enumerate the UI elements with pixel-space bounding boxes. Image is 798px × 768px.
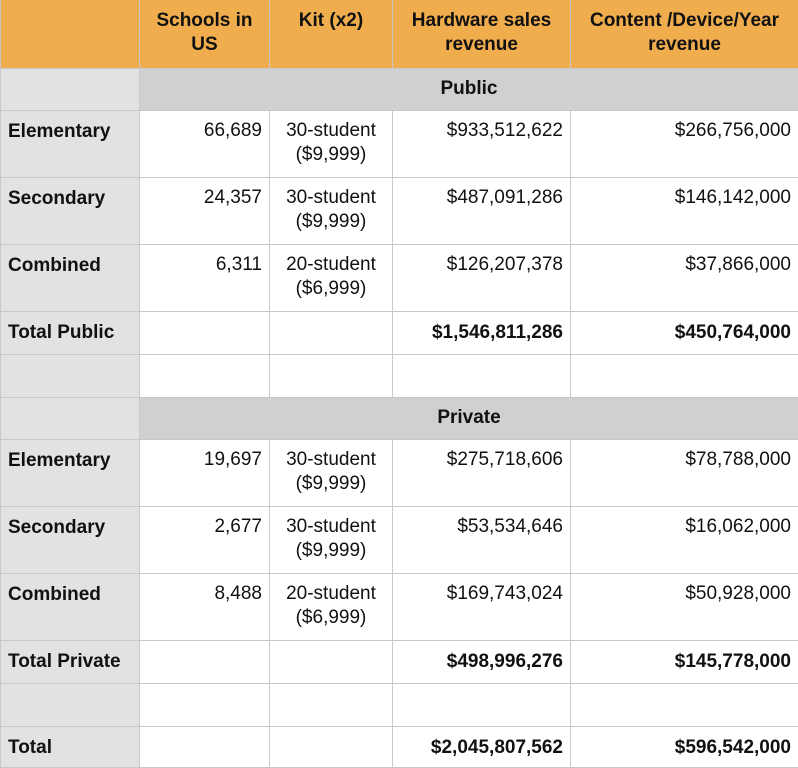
header-schools-line2: US: [191, 34, 218, 55]
content-revenue-total: $145,778,000: [570, 639, 798, 684]
kit-size: 30-student: [286, 515, 376, 537]
kit-size: 20-student: [286, 582, 376, 604]
header-schools-line1: Schools in: [156, 10, 253, 31]
schools-count: 6,311: [139, 243, 270, 312]
kit-size: 30-student: [286, 448, 376, 470]
empty-cell: [392, 353, 571, 398]
header-hardware-line1: Hardware sales: [411, 10, 552, 31]
empty-cell: [269, 310, 393, 355]
table-row: Elementary 19,697 30-student ($9,999) $2…: [0, 438, 798, 507]
kit-price: ($9,999): [295, 539, 367, 561]
hardware-revenue-grand-total: $2,045,807,562: [392, 725, 571, 768]
kit-price: ($6,999): [295, 277, 367, 299]
kit-cell: 20-student ($6,999): [269, 572, 393, 641]
empty-cell: [570, 353, 798, 398]
header-hardware-line2: revenue: [445, 34, 518, 55]
row-label: Total Private: [0, 639, 140, 684]
kit-cell: 30-student ($9,999): [269, 438, 393, 507]
content-revenue: $37,866,000: [570, 243, 798, 312]
table-row: Combined 6,311 20-student ($6,999) $126,…: [0, 243, 798, 312]
kit-price: ($9,999): [295, 210, 367, 232]
row-label-cell: [0, 682, 140, 727]
hardware-revenue: $53,534,646: [392, 505, 571, 574]
empty-cell: [139, 353, 270, 398]
row-label: Combined: [0, 243, 140, 312]
kit-cell: 30-student ($9,999): [269, 505, 393, 574]
empty-cell: [269, 639, 393, 684]
section-title-public: Public: [139, 67, 798, 111]
hardware-revenue: $126,207,378: [392, 243, 571, 312]
kit-price: ($9,999): [295, 472, 367, 494]
header-kit-line1: Kit (x2): [298, 10, 364, 31]
kit-size: 20-student: [286, 253, 376, 275]
header-content-revenue: Content /Device/Year revenue: [570, 0, 798, 69]
schools-count: 2,677: [139, 505, 270, 574]
empty-cell: [269, 725, 393, 768]
schools-count: 66,689: [139, 109, 270, 178]
empty-cell: [139, 725, 270, 768]
empty-cell: [392, 682, 571, 727]
empty-cell: [269, 353, 393, 398]
content-revenue: $78,788,000: [570, 438, 798, 507]
empty-cell: [139, 310, 270, 355]
schools-count: 24,357: [139, 176, 270, 245]
kit-price: ($6,999): [295, 606, 367, 628]
table-row: Secondary 2,677 30-student ($9,999) $53,…: [0, 505, 798, 574]
header-kit: Kit (x2): [269, 0, 393, 69]
table-row: Secondary 24,357 30-student ($9,999) $48…: [0, 176, 798, 245]
hardware-revenue: $275,718,606: [392, 438, 571, 507]
row-label-cell: [0, 353, 140, 398]
content-revenue-total: $450,764,000: [570, 310, 798, 355]
row-label: Elementary: [0, 109, 140, 178]
hardware-revenue-total: $1,546,811,286: [392, 310, 571, 355]
content-revenue: $16,062,000: [570, 505, 798, 574]
kit-size: 30-student: [286, 119, 376, 141]
kit-cell: 30-student ($9,999): [269, 109, 393, 178]
row-label: Secondary: [0, 176, 140, 245]
content-revenue: $146,142,000: [570, 176, 798, 245]
header-content-line2: revenue: [648, 34, 721, 55]
table-row: Combined 8,488 20-student ($6,999) $169,…: [0, 572, 798, 641]
hardware-revenue: $933,512,622: [392, 109, 571, 178]
empty-cell: [139, 682, 270, 727]
hardware-revenue: $487,091,286: [392, 176, 571, 245]
kit-size: 30-student: [286, 186, 376, 208]
table-row: Elementary 66,689 30-student ($9,999) $9…: [0, 109, 798, 178]
row-label: Total Public: [0, 310, 140, 355]
section-row-private: Private: [0, 396, 798, 440]
total-row-private: Total Private $498,996,276 $145,778,000: [0, 639, 798, 684]
row-label: Secondary: [0, 505, 140, 574]
row-label: Total: [0, 725, 140, 768]
blank-row: [0, 353, 798, 398]
content-revenue: $50,928,000: [570, 572, 798, 641]
row-label: Elementary: [0, 438, 140, 507]
empty-cell: [139, 639, 270, 684]
schools-count: 8,488: [139, 572, 270, 641]
row-label-cell: [0, 67, 140, 111]
header-corner-cell: [0, 0, 140, 69]
header-schools-in-us: Schools in US: [139, 0, 270, 69]
empty-cell: [269, 682, 393, 727]
content-revenue-grand-total: $596,542,000: [570, 725, 798, 768]
header-hardware-revenue: Hardware sales revenue: [392, 0, 571, 69]
kit-price: ($9,999): [295, 143, 367, 165]
content-revenue: $266,756,000: [570, 109, 798, 178]
header-content-line1: Content /Device/Year: [589, 10, 780, 31]
row-label: Combined: [0, 572, 140, 641]
blank-row: [0, 682, 798, 727]
row-label-cell: [0, 396, 140, 440]
hardware-revenue-total: $498,996,276: [392, 639, 571, 684]
hardware-revenue: $169,743,024: [392, 572, 571, 641]
schools-count: 19,697: [139, 438, 270, 507]
kit-cell: 20-student ($6,999): [269, 243, 393, 312]
section-title-private: Private: [139, 396, 798, 440]
section-row-public: Public: [0, 67, 798, 111]
header-row: Schools in US Kit (x2) Hardware sales re…: [0, 0, 798, 69]
total-row-public: Total Public $1,546,811,286 $450,764,000: [0, 310, 798, 355]
grand-total-row: Total $2,045,807,562 $596,542,000: [0, 725, 798, 768]
empty-cell: [570, 682, 798, 727]
kit-cell: 30-student ($9,999): [269, 176, 393, 245]
